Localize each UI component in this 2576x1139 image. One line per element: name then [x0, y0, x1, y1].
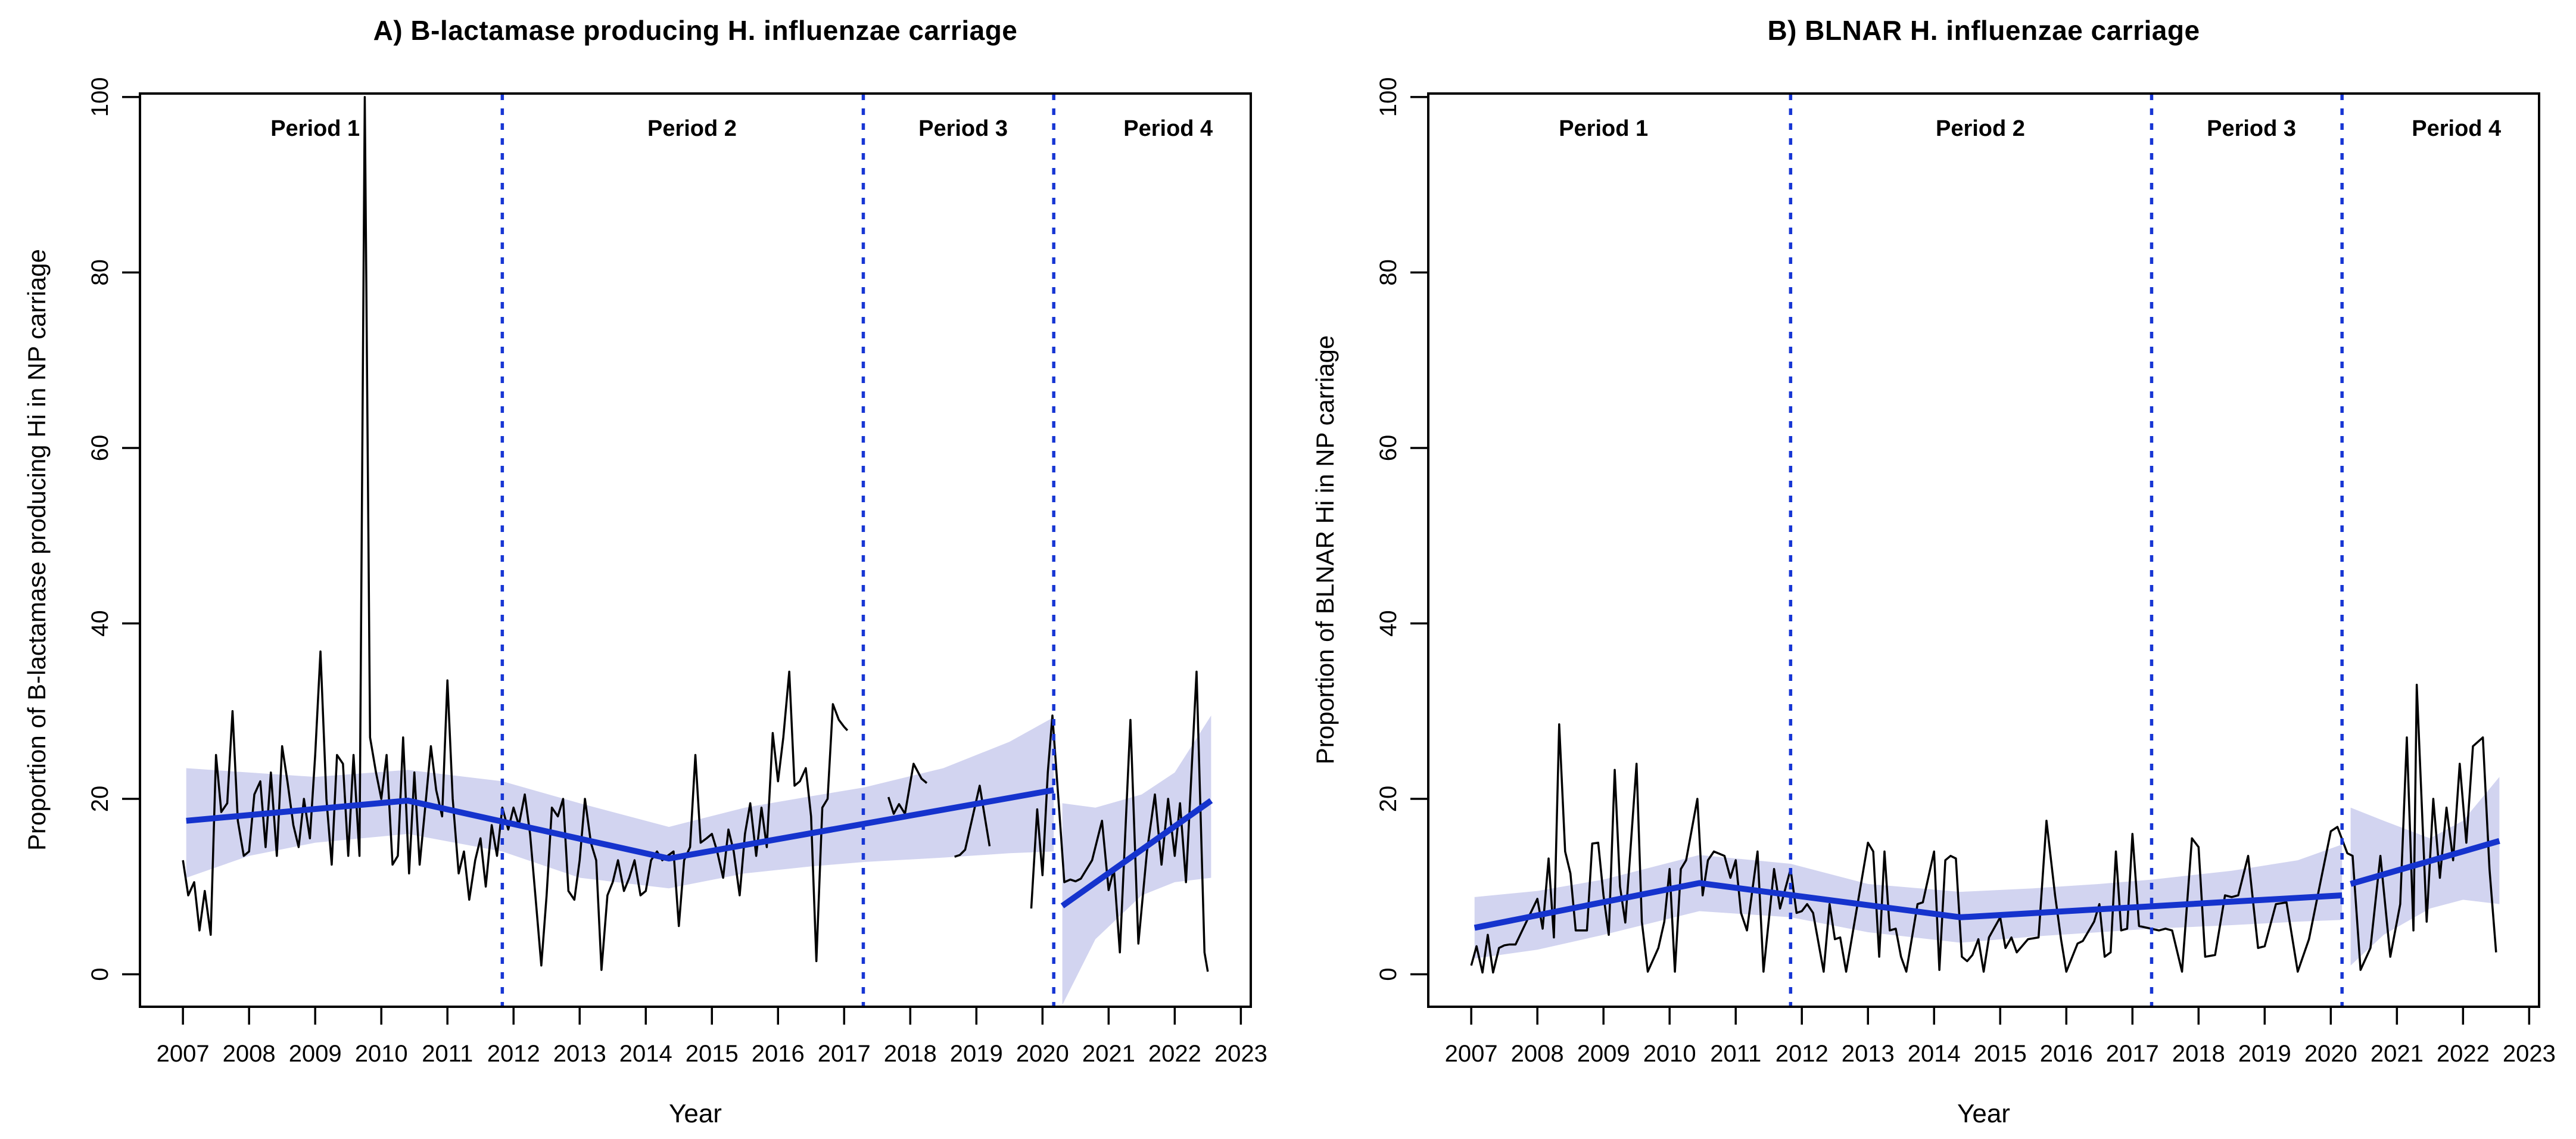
period-label: Period 1 [270, 116, 360, 141]
observed-line [182, 96, 849, 971]
trend-line [186, 787, 1055, 862]
panel-a-plot: 2007 2008 2009 2010 2011 2012 2013 2014 2015 2016… [87, 77, 1267, 1067]
period-label: Period 3 [2207, 116, 2296, 141]
x-tick-label: 2011 [1710, 1041, 1761, 1067]
x-tick-label: 2020 [1016, 1041, 1069, 1067]
y-tick-label: 0 [1375, 967, 1401, 981]
x-tick-label: 2020 [2304, 1041, 2357, 1067]
panel-a: A) B-lactamase producing H. influenzae c… [23, 15, 1267, 1128]
plot-box [1427, 92, 2540, 1008]
y-tick-label: 60 [1375, 435, 1401, 462]
x-tick-label: 2007 [157, 1041, 210, 1067]
x-tick-label: 2017 [2106, 1041, 2159, 1067]
x-tick-label: 2021 [2371, 1041, 2424, 1067]
x-tick-label: 2009 [289, 1041, 342, 1067]
x-tick-label: 2019 [950, 1041, 1003, 1067]
trend-line [1474, 880, 2343, 931]
x-tick-label: 2011 [422, 1041, 473, 1067]
trend-line [2350, 838, 2500, 887]
x-tick-label: 2013 [1842, 1041, 1895, 1067]
x-tick-label: 2014 [1908, 1041, 1961, 1067]
period-label: Period 2 [1936, 116, 2025, 141]
x-tick-label: 2008 [1511, 1041, 1564, 1067]
period-label: Period 3 [918, 116, 1008, 141]
y-tick-label: 60 [87, 435, 113, 462]
period-label: Period 1 [1559, 116, 1648, 141]
x-tick-label: 2012 [487, 1041, 540, 1067]
x-tick-label: 2012 [1776, 1041, 1829, 1067]
panel-b-plot: 2007 2008 2009 2010 2011 2012 2013 2014 2015 2016… [1375, 77, 2556, 1067]
x-tick-label: 2021 [1082, 1041, 1135, 1067]
panel-a-title: A) B-lactamase producing H. influenzae c… [373, 15, 1018, 46]
x-tick-label: 2015 [686, 1041, 739, 1067]
x-tick-label: 2018 [2172, 1041, 2225, 1067]
x-tick-label: 2010 [1643, 1041, 1696, 1067]
period-label: Period 4 [2412, 116, 2501, 141]
y-tick-label: 20 [1375, 786, 1401, 813]
x-tick-label: 2013 [553, 1041, 606, 1067]
y-tick-label: 100 [87, 77, 113, 117]
x-tick-label: 2022 [1148, 1041, 1201, 1067]
y-tick-label: 0 [87, 967, 113, 981]
period-label: Period 4 [1123, 116, 1213, 141]
x-tick-label: 2010 [355, 1041, 408, 1067]
observed-line [1470, 683, 2497, 974]
x-tick-label: 2008 [223, 1041, 276, 1067]
x-tick-label: 2007 [1445, 1041, 1498, 1067]
y-tick-label: 80 [1375, 259, 1401, 286]
x-tick-label: 2009 [1577, 1041, 1630, 1067]
trend-line [1060, 798, 1213, 908]
x-tick-label: 2015 [1974, 1041, 2027, 1067]
y-tick-label: 100 [1375, 77, 1401, 117]
x-tick-label: 2022 [2437, 1041, 2490, 1067]
y-tick-label: 40 [1375, 610, 1401, 637]
period-label: Period 2 [647, 116, 737, 141]
panel-b-x-axis-label: Year [1957, 1099, 2010, 1128]
y-tick-label: 80 [87, 259, 113, 286]
x-tick-label: 2019 [2238, 1041, 2291, 1067]
panel-b: B) BLNAR H. influenzae carriage Proporti… [1288, 0, 2576, 1139]
x-tick-label: 2018 [884, 1041, 937, 1067]
x-tick-label: 2023 [2503, 1041, 2556, 1067]
x-tick-label: 2017 [818, 1041, 871, 1067]
x-tick-label: 2016 [752, 1041, 805, 1067]
confidence-band [1062, 715, 1211, 1006]
confidence-band [186, 717, 1054, 889]
plot-box [139, 92, 1252, 1008]
y-tick-label: 20 [87, 786, 113, 813]
x-tick-label: 2016 [2040, 1041, 2093, 1067]
observed-line [954, 785, 991, 858]
x-tick-label: 2014 [619, 1041, 672, 1067]
x-tick-label: 2023 [1214, 1041, 1267, 1067]
y-tick-label: 40 [87, 610, 113, 637]
panel-a-x-axis-label: Year [669, 1099, 722, 1128]
panel-b-title: B) BLNAR H. influenzae carriage [1767, 15, 2200, 46]
